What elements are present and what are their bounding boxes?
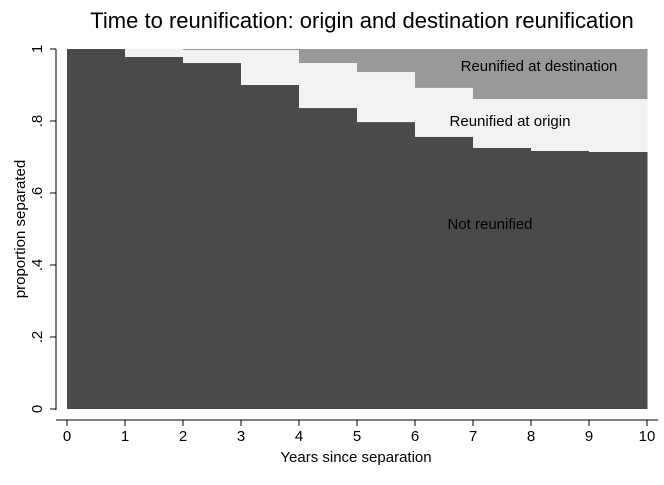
y-axis-title: proportion separated [12,160,29,298]
area-segment [415,87,474,137]
area-segment [125,49,184,57]
y-tick-label: 1 [29,45,46,53]
y-tick-label: 0 [29,405,46,413]
area-segment [183,63,242,409]
chart-title: Time to reunification: origin and destin… [90,8,633,33]
area-segment [299,63,358,109]
area-segment [357,72,416,123]
area-segment [299,108,358,409]
series-label: Reunified at destination [461,58,618,75]
area-segment [241,50,300,85]
x-tick-label: 9 [585,428,593,445]
x-tick-label: 10 [639,428,656,445]
area-segment [183,50,242,64]
y-tick-label: .8 [29,115,46,128]
x-tick-label: 6 [411,428,419,445]
area-segment [241,85,300,409]
area-segment [589,49,648,100]
x-tick-label: 4 [295,428,303,445]
plot-area [67,49,648,410]
area-segment [589,99,648,152]
area-segment [241,49,300,51]
area-segment [473,148,532,409]
area-segment [473,49,532,100]
area-segment [357,49,416,73]
area-segment [357,122,416,409]
area-segment [125,56,184,410]
x-tick-label: 8 [527,428,535,445]
y-tick-label: .2 [29,331,46,344]
y-tick-label: .4 [29,259,46,272]
series-label: Reunified at origin [450,113,571,130]
x-tick-label: 3 [237,428,245,445]
area-segment [415,49,474,88]
x-tick-label: 5 [353,428,361,445]
area-segment [299,49,358,64]
area-segment [183,49,242,51]
area-segment [67,49,126,409]
x-tick-label: 2 [179,428,187,445]
x-tick-label: 0 [63,428,71,445]
x-tick-label: 7 [469,428,477,445]
area-segment [531,99,590,151]
area-segment [415,136,474,409]
area-segment [473,99,532,148]
series-label: Not reunified [447,216,532,233]
area-segment [531,150,590,409]
area-segment [531,49,590,100]
x-tick-label: 1 [121,428,129,445]
y-tick-label: .6 [29,187,46,200]
area-segment [589,151,648,409]
x-axis-title: Years since separation [280,449,431,466]
